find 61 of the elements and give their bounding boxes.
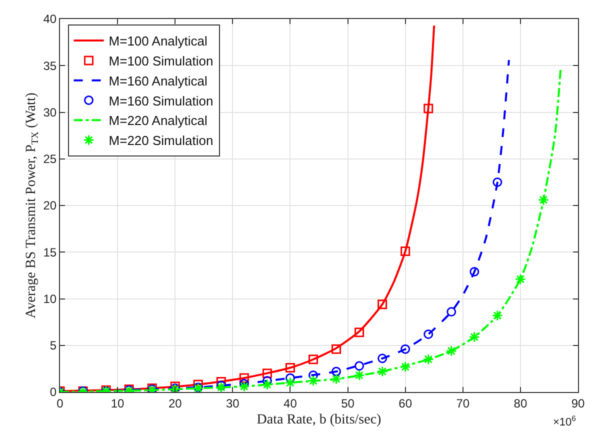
point	[492, 310, 503, 322]
point	[238, 380, 250, 392]
point	[239, 373, 249, 383]
point	[424, 104, 434, 114]
point	[262, 378, 273, 390]
point	[446, 345, 457, 357]
point	[446, 307, 456, 317]
y-tick-label: 35	[43, 58, 57, 73]
x-tick-label: 30	[226, 396, 240, 410]
y-tick-label: 25	[43, 152, 57, 166]
point	[330, 373, 342, 384]
point	[400, 246, 410, 256]
point	[354, 328, 364, 338]
point	[492, 177, 502, 187]
legend-label: M=160 Analytical	[108, 73, 208, 88]
point	[400, 361, 411, 372]
point	[284, 377, 296, 388]
point	[354, 370, 365, 381]
legend-label: M=220 Simulation	[108, 133, 214, 148]
y-tick-label: 20	[43, 198, 57, 213]
y-tick-label: 15	[43, 245, 57, 260]
point	[468, 331, 480, 343]
point	[332, 344, 342, 354]
point	[354, 361, 364, 371]
point	[376, 366, 388, 378]
legend-label: M=100 Simulation	[108, 54, 214, 69]
point	[193, 380, 203, 390]
point	[308, 354, 318, 364]
point	[308, 370, 318, 380]
point	[308, 375, 319, 386]
point	[285, 363, 295, 373]
legend-label: M=160 Simulation	[108, 93, 214, 108]
y-tick-label: 10	[43, 292, 57, 306]
y-tick-label: 30	[43, 105, 57, 120]
y-tick-label: 0	[50, 385, 57, 400]
x-tick-label: 40	[284, 396, 298, 410]
point	[538, 194, 550, 206]
x-tick-label: 90	[571, 396, 585, 410]
y-tick-label: 40	[43, 12, 57, 26]
x-tick-label: 10	[110, 396, 125, 410]
point	[332, 366, 342, 376]
x-tick-label: 70	[456, 396, 470, 410]
point	[514, 274, 526, 285]
point	[378, 354, 388, 364]
y-tick-label: 5	[50, 338, 57, 353]
text: ×10$^{6}$	[553, 414, 576, 429]
x-tick-label: 80	[514, 396, 528, 410]
legend-label: M=100 Analytical	[108, 34, 208, 49]
x-axis-title: Data Rate, b (bits/sec)	[256, 412, 382, 428]
x-tick-label: 50	[341, 396, 355, 410]
point	[400, 344, 410, 354]
point	[378, 300, 388, 310]
x-tick-label: 20	[168, 396, 182, 410]
point	[422, 354, 434, 365]
x-tick-label: 60	[398, 396, 412, 410]
point	[285, 373, 295, 383]
point	[262, 368, 272, 378]
line-series	[60, 24, 436, 392]
point	[424, 329, 434, 339]
point	[470, 266, 480, 276]
legend-label: M=220 Analytical	[108, 113, 208, 128]
